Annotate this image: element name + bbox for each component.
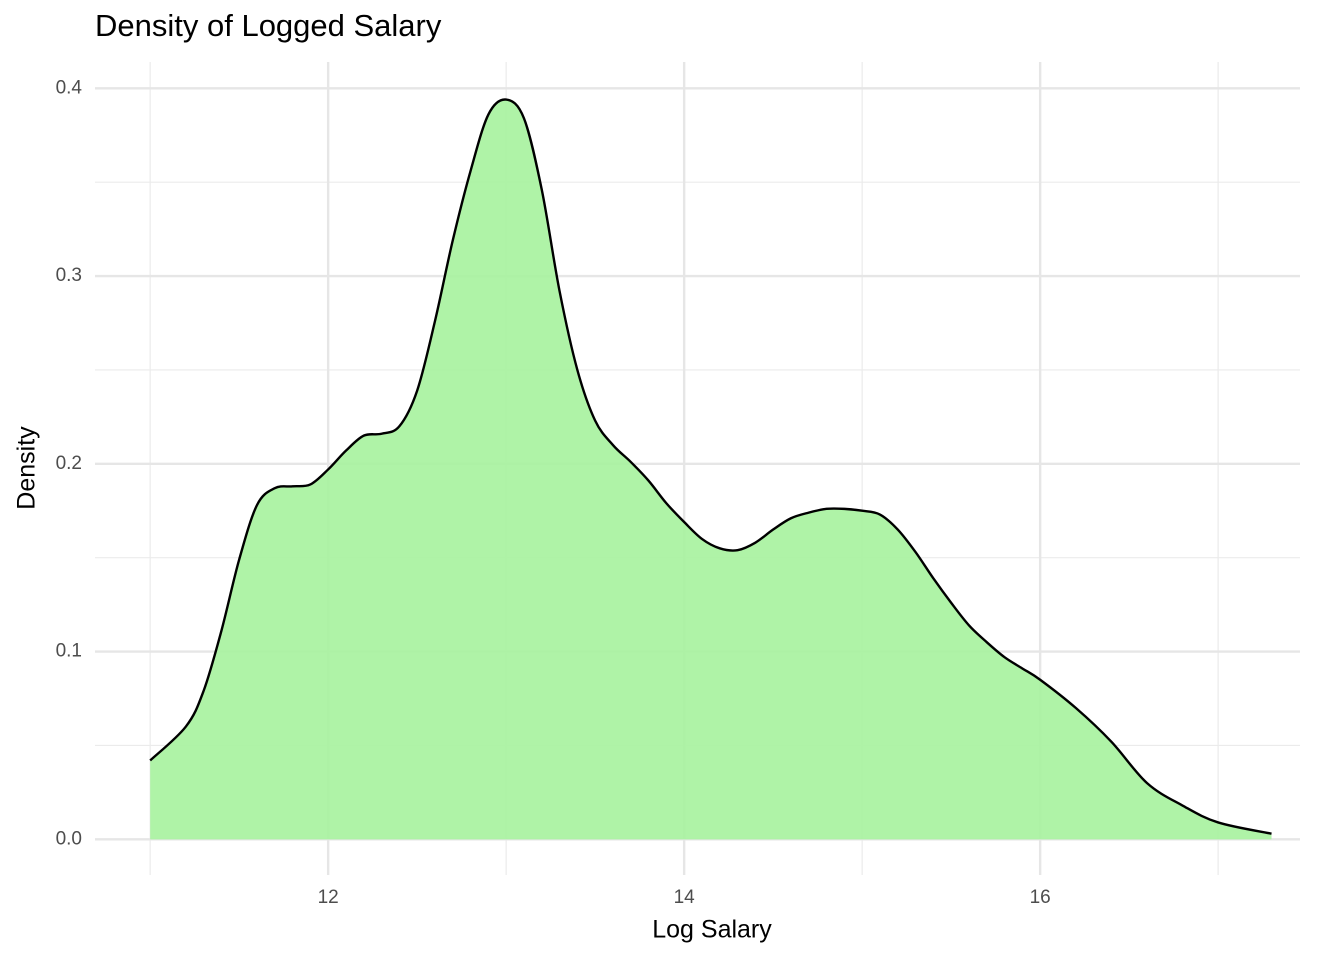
chart-title: Density of Logged Salary [95, 8, 442, 43]
x-tick-label: 14 [674, 887, 696, 908]
y-tick-label: 0.0 [56, 828, 82, 849]
x-axis-title: Log Salary [652, 916, 772, 944]
y-axis-title: Density [13, 426, 41, 510]
y-tick-label: 0.2 [56, 453, 82, 474]
x-tick-label: 12 [318, 887, 339, 908]
y-tick-label: 0.4 [56, 77, 83, 98]
density-line [149, 98, 1272, 835]
y-tick-label: 0.3 [56, 265, 82, 286]
density-area [150, 99, 1272, 840]
x-tick-label: 16 [1030, 887, 1051, 908]
y-tick-label: 0.1 [56, 641, 82, 662]
